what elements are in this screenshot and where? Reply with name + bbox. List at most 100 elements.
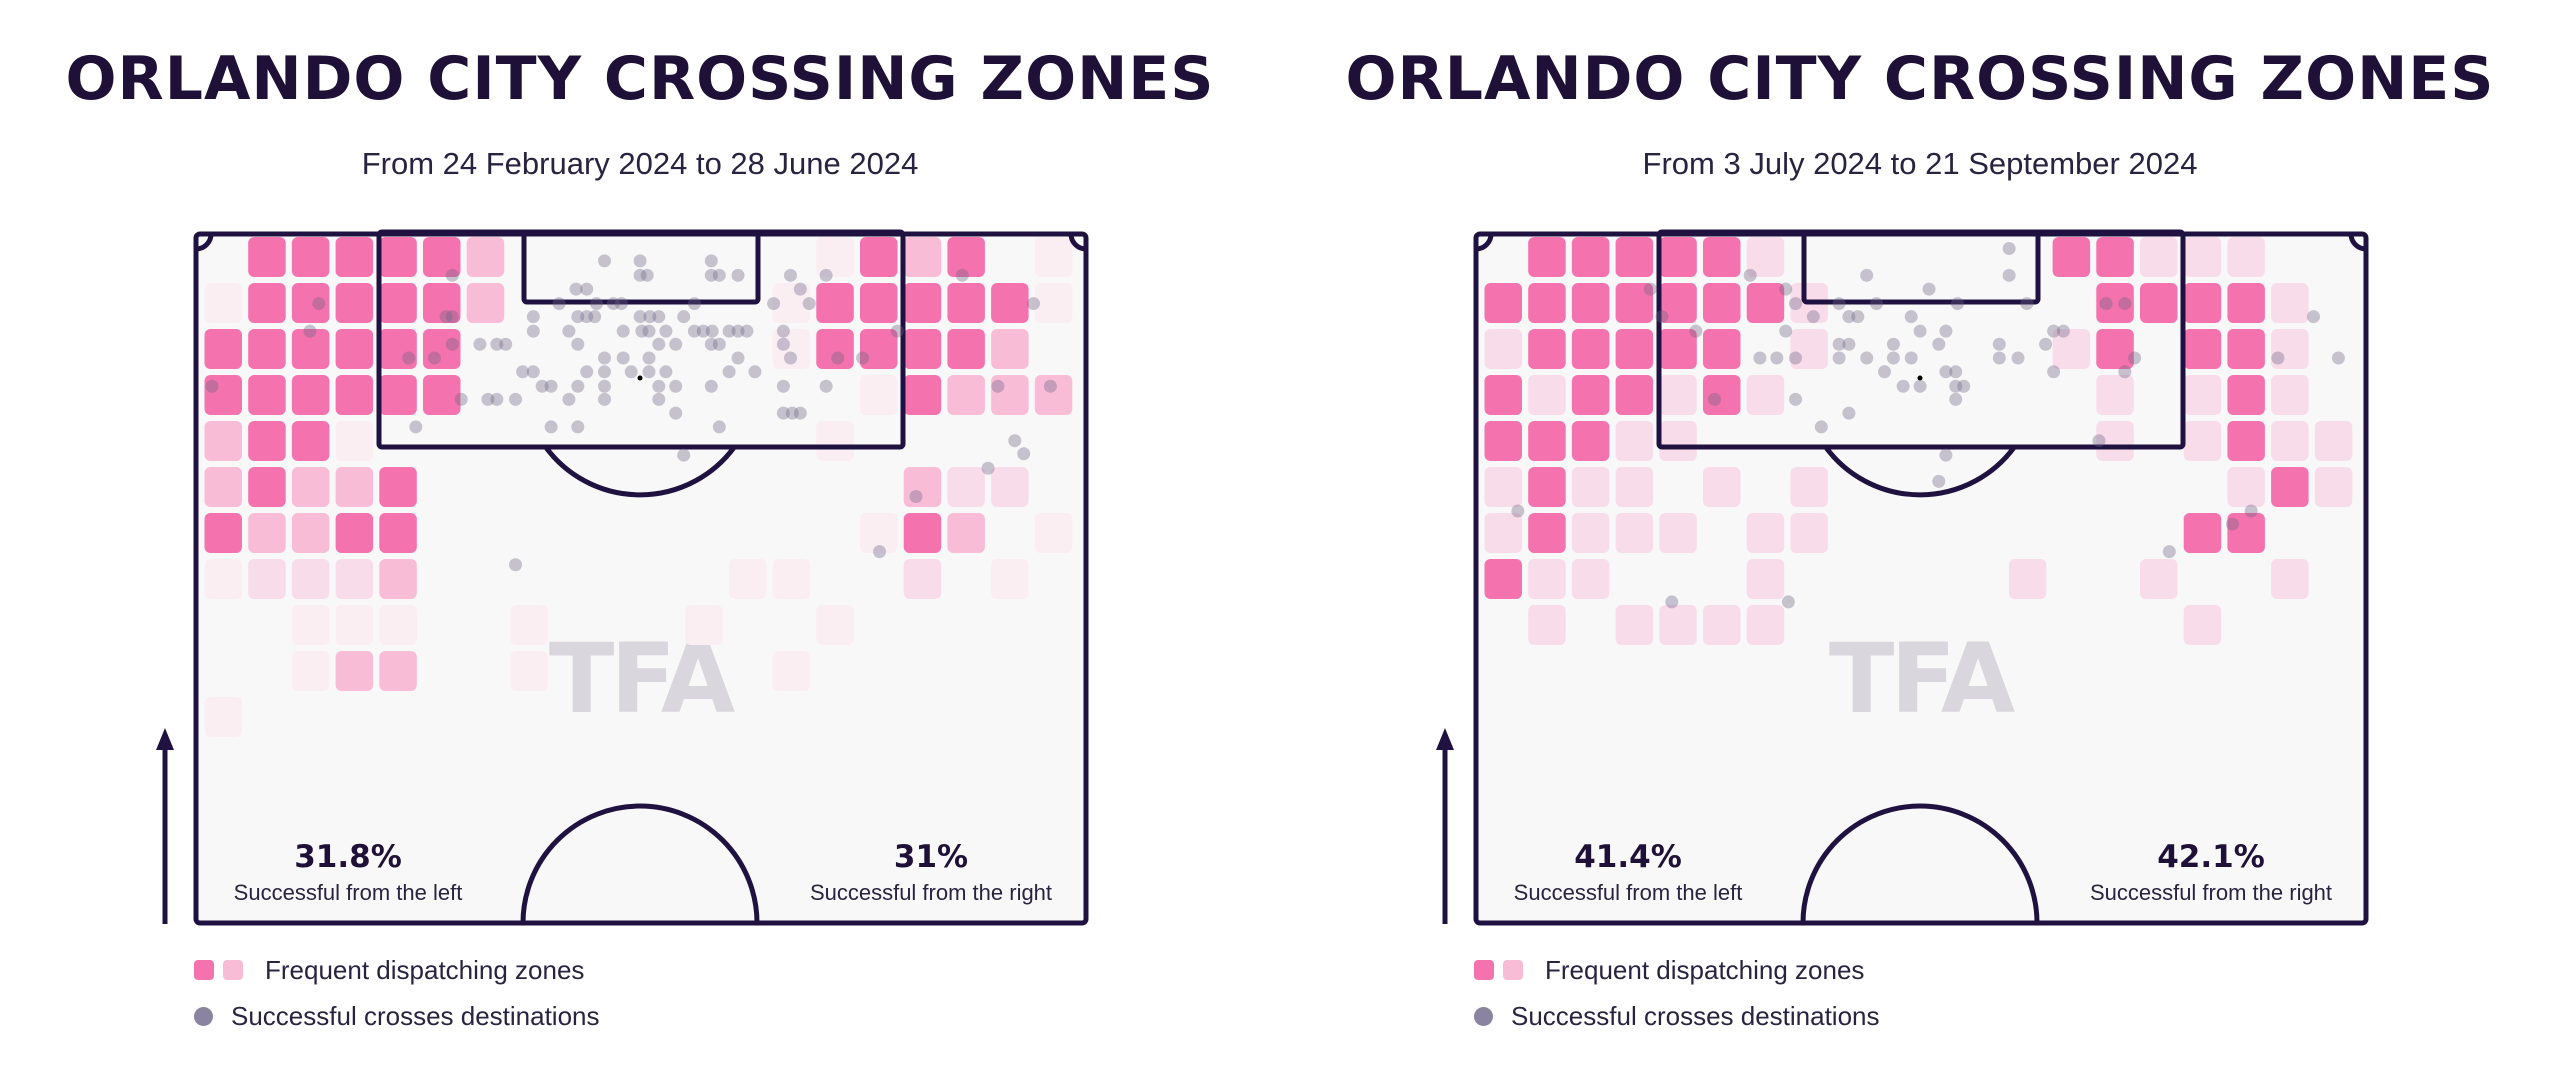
zone-cell [2271,283,2309,323]
cross-destination-dot [704,379,718,393]
right-success-label: Successful from the right [809,880,1053,905]
zone-cell [2227,421,2265,461]
zone-cell [947,329,985,369]
zone-cell [903,467,942,507]
zone-cell [423,237,461,277]
cross-destination-dot [590,297,603,311]
chart-title: ORLANDO CITY CROSSING ZONES [65,44,1215,114]
cross-destination-dot [740,324,754,338]
zone-cell [685,605,723,645]
cross-destination-dot [1860,351,1874,365]
cross-destination-dot [890,324,904,338]
cross-destination-dot [1665,595,1679,609]
zone-cell [1528,421,1566,461]
legend-light-zone-swatch [223,960,243,980]
cross-destination-dot [544,379,558,393]
cross-destination-dot [1743,268,1757,282]
zone-cell [1528,467,1566,507]
zone-cell [291,329,330,369]
zone-cell [291,421,330,461]
zone-cell [1484,513,1522,553]
zone-cell [248,237,286,277]
cross-destination-dot [1913,379,1927,393]
zone-cell [2140,559,2178,599]
zone-cell [816,237,854,277]
zone-cell [204,697,242,737]
cross-destination-dot [793,282,807,296]
right-success-percentage: 42.1% [2157,839,2265,875]
zone-cell [1571,283,1610,323]
zone-cell [2314,467,2353,507]
cross-destination-dot [598,365,612,379]
cross-destination-dot [2244,504,2258,518]
zone-cell [1528,329,1566,369]
cross-destination-dot [633,310,647,324]
zone-cell [291,513,330,553]
corner-arc-right [1068,233,1087,252]
zone-cell [1615,237,1654,277]
zone-cell [2227,467,2265,507]
chart-subtitle: From 3 July 2024 to 21 September 2024 [1642,146,2198,181]
center-circle [1800,803,2040,924]
cross-destination-dot [776,337,790,351]
cross-destination-dot [1789,392,1803,406]
cross-destination-dot [705,324,719,338]
zone-cell [947,513,985,553]
tfa-watermark-logo: TFA [1829,623,2015,735]
zone-cell [1528,237,1566,277]
zone-cell [1790,467,1828,507]
cross-destination-dot [1026,297,1040,311]
cross-destination-dot [687,324,701,338]
cross-destination-dot [562,392,576,406]
cross-destination-dot [722,365,736,379]
zone-cell [2096,237,2134,277]
zone-cell [860,237,898,277]
cross-destination-dot [1992,337,2006,351]
zone-cell [1703,283,1741,323]
zone-cell [204,375,242,415]
cross-destination-dot [704,337,718,351]
zone-cell [335,513,374,553]
zone-cell [335,605,374,645]
legend-dot-swatch [1474,1006,1493,1026]
zone-cell [1571,237,1610,277]
zone-cell [248,375,286,415]
zone-cell [2183,283,2222,323]
cross-destination-dot [1806,310,1820,324]
zone-cell [1659,375,1697,415]
cross-destination-dot [1511,504,1525,518]
zone-cell [1571,375,1610,415]
zone-cell [204,283,242,323]
cross-destination-dot [535,379,549,393]
zone-cell [816,421,854,461]
zone-cell [772,651,811,691]
zone-cell [1703,375,1741,415]
zone-cell [1528,605,1566,645]
center-circle [520,803,760,924]
zone-cell [379,329,417,369]
cross-destination-dot [1689,324,1703,338]
zone-cell [947,467,985,507]
zone-cell [1790,329,1828,369]
dispatching-zones [204,237,1073,737]
zone-cell [248,467,286,507]
left-success-label: Successful from the left [233,880,463,905]
cross-destination-dot [722,324,736,338]
cross-destination-dot [991,379,1005,393]
cross-destination-dot [552,297,566,311]
zone-cell [1615,283,1654,323]
zone-cell [1528,513,1566,553]
legend-dot-swatch [194,1006,213,1026]
cross-destination-dot [1842,337,1856,351]
zone-cell [1703,237,1741,277]
cross-destination-dot [2002,268,2016,282]
zone-cell [728,559,767,599]
cross-destination-dot [616,351,630,365]
cross-destination-dot [526,365,540,379]
zone-cell [2227,375,2265,415]
zone-cell [772,329,811,369]
cross-destination-dot [598,254,612,268]
zone-cell [248,513,286,553]
zone-cell [248,559,286,599]
zone-cell [1746,283,1785,323]
